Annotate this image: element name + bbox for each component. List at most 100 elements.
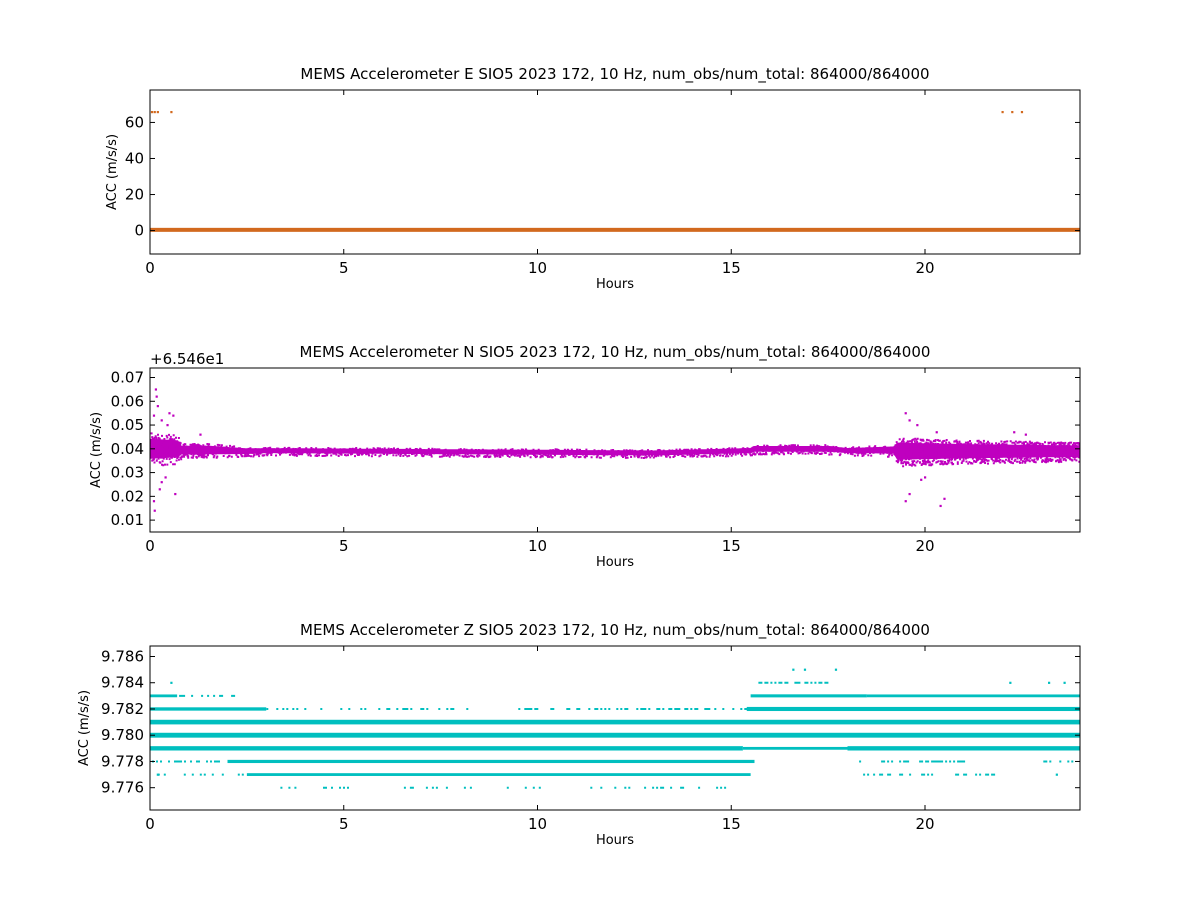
data-point <box>174 492 177 496</box>
data-point <box>1011 110 1014 114</box>
data-level <box>866 694 1080 698</box>
data-point <box>943 497 946 500</box>
y-tick-label: 0.05 <box>111 416 144 434</box>
data-point <box>160 419 163 422</box>
data-level-sparse <box>152 760 220 763</box>
x-tick-label: 20 <box>915 259 934 277</box>
data-level-sparse <box>590 786 631 789</box>
data-point <box>920 478 923 481</box>
y-tick-label: 0.03 <box>111 464 144 482</box>
panel-z: 0 5 10 15 20 9.776 9.778 9.780 9.782 9.784 9.786 ME… <box>77 621 1081 848</box>
chart-title-e: MEMS Accelerometer E SIO5 2023 172, 10 H… <box>300 65 929 84</box>
data-point <box>904 412 907 415</box>
x-axis-label: Hours <box>596 833 634 848</box>
data-level <box>150 732 1080 738</box>
data-point <box>908 492 911 496</box>
data-level-sparse <box>758 681 829 684</box>
y-tick-label: 9.778 <box>101 752 144 770</box>
x-tick-label: 5 <box>339 259 349 277</box>
y-tick-label: 9.784 <box>101 674 144 692</box>
data-point <box>1001 110 1004 114</box>
data-point <box>792 668 795 671</box>
data-level-sparse <box>266 708 749 710</box>
data-level <box>742 746 848 750</box>
y-tick-label: 40 <box>125 149 144 167</box>
y-offset-label: +6.546e1 <box>150 350 224 368</box>
x-tick-label: 10 <box>528 537 547 555</box>
plot-frame <box>149 89 1081 255</box>
data-level-sparse <box>323 786 349 789</box>
x-tick-label: 15 <box>722 259 741 277</box>
x-tick-label: 15 <box>722 815 741 833</box>
y-axis-label: ACC (m/s/s) <box>77 690 92 766</box>
data-point <box>834 668 838 671</box>
data-level <box>150 694 178 698</box>
x-tick-label: 0 <box>145 815 155 833</box>
data-level <box>150 707 267 711</box>
data-point <box>939 504 942 508</box>
data-point <box>172 414 175 417</box>
data-level-sparse <box>859 760 966 763</box>
data-point <box>908 419 911 422</box>
chart-title-z: MEMS Accelerometer Z SIO5 2023 172, 10 H… <box>300 621 930 640</box>
data-point <box>803 668 807 671</box>
data-point <box>1013 431 1016 434</box>
data-level <box>246 773 751 776</box>
y-tick-label: 9.780 <box>101 726 144 744</box>
data-point <box>160 481 163 484</box>
data-point <box>155 395 158 398</box>
y-tick-label: 0.07 <box>111 369 144 387</box>
data-point <box>935 431 938 434</box>
data-point <box>1024 433 1027 436</box>
data-point <box>168 412 171 415</box>
data-point <box>1055 773 1058 776</box>
x-tick-label: 10 <box>528 259 547 277</box>
x-tick-label: 20 <box>915 537 934 555</box>
data-level-sparse <box>280 786 297 789</box>
data-level <box>150 746 743 751</box>
y-axis-label: ACC (m/s/s) <box>89 412 104 488</box>
y-tick-label: 9.776 <box>101 779 144 797</box>
data-point <box>154 388 158 391</box>
series-e <box>150 110 1080 232</box>
x-axis-label: Hours <box>596 277 634 292</box>
x-tick-label: 10 <box>528 815 547 833</box>
x-tick-label: 20 <box>915 815 934 833</box>
y-tick-label: 0.06 <box>111 392 144 410</box>
y-axis-label: ACC (m/s/s) <box>105 134 120 210</box>
data-band <box>150 227 1080 232</box>
data-level-sparse <box>157 773 244 776</box>
x-tick-label: 15 <box>722 537 741 555</box>
data-level-sparse <box>863 773 996 776</box>
y-tick-label: 0.01 <box>111 511 144 529</box>
x-axis-label: Hours <box>596 555 634 570</box>
data-point <box>170 110 173 114</box>
data-point <box>158 488 161 491</box>
data-point <box>916 424 919 427</box>
x-tick-label: 0 <box>145 259 155 277</box>
y-tick-label: 0.04 <box>111 440 144 458</box>
data-point <box>150 110 154 114</box>
data-scatter <box>150 432 1080 468</box>
data-level-sparse <box>644 786 727 789</box>
data-point <box>170 681 173 684</box>
plot-frame <box>149 367 1081 533</box>
data-point <box>1009 681 1012 684</box>
data-level <box>150 719 1080 725</box>
x-tick-label: 5 <box>339 537 349 555</box>
data-level-sparse <box>506 786 541 789</box>
y-tick-label: 9.782 <box>101 700 144 718</box>
data-level <box>227 759 755 764</box>
x-tick-label: 5 <box>339 815 349 833</box>
data-level-sparse <box>403 786 472 789</box>
data-point <box>1020 110 1024 114</box>
data-level <box>750 694 867 698</box>
data-point <box>924 476 927 479</box>
y-tick-label: 0 <box>134 222 144 240</box>
data-point <box>904 500 907 503</box>
data-point <box>1048 681 1051 684</box>
series-z <box>150 668 1080 789</box>
y-tick-label: 20 <box>125 186 144 204</box>
chart-title-n: MEMS Accelerometer N SIO5 2023 172, 10 H… <box>300 343 931 362</box>
